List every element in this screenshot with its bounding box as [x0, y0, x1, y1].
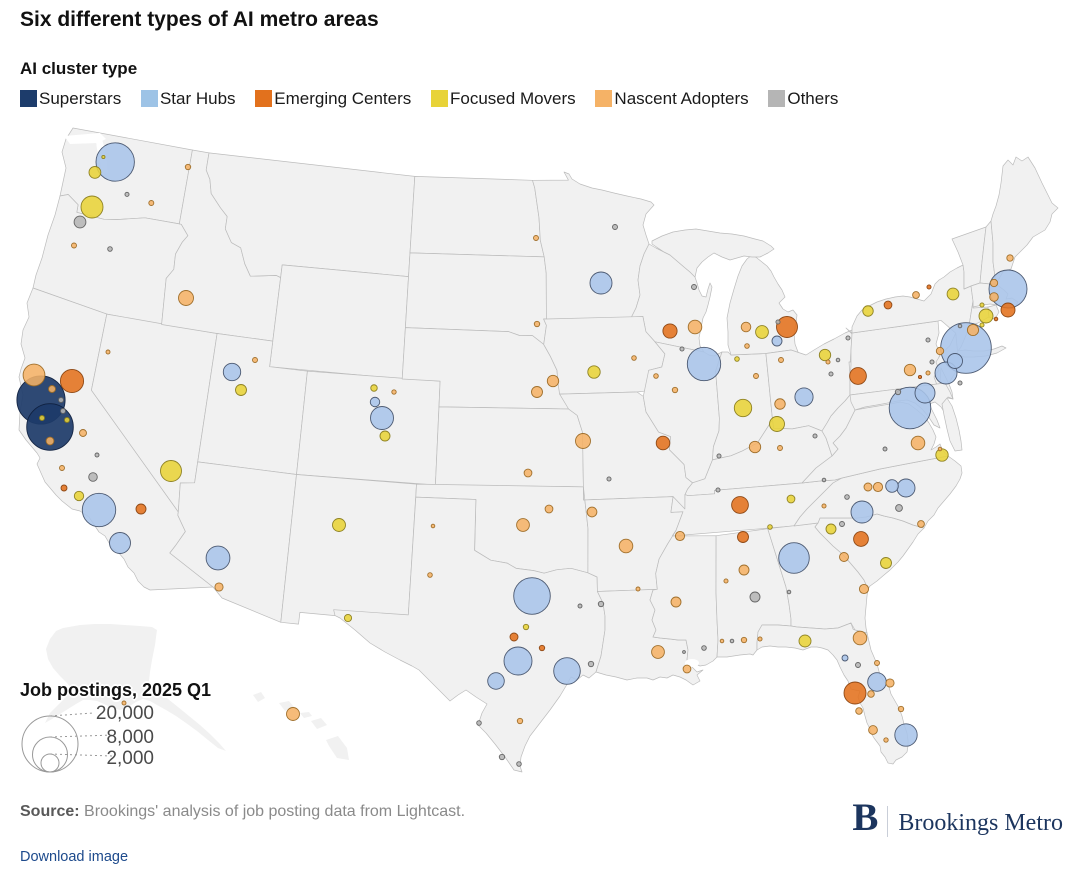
svg-text:2,000: 2,000	[106, 748, 154, 769]
svg-text:20,000: 20,000	[96, 703, 154, 724]
svg-text:8,000: 8,000	[106, 727, 154, 748]
